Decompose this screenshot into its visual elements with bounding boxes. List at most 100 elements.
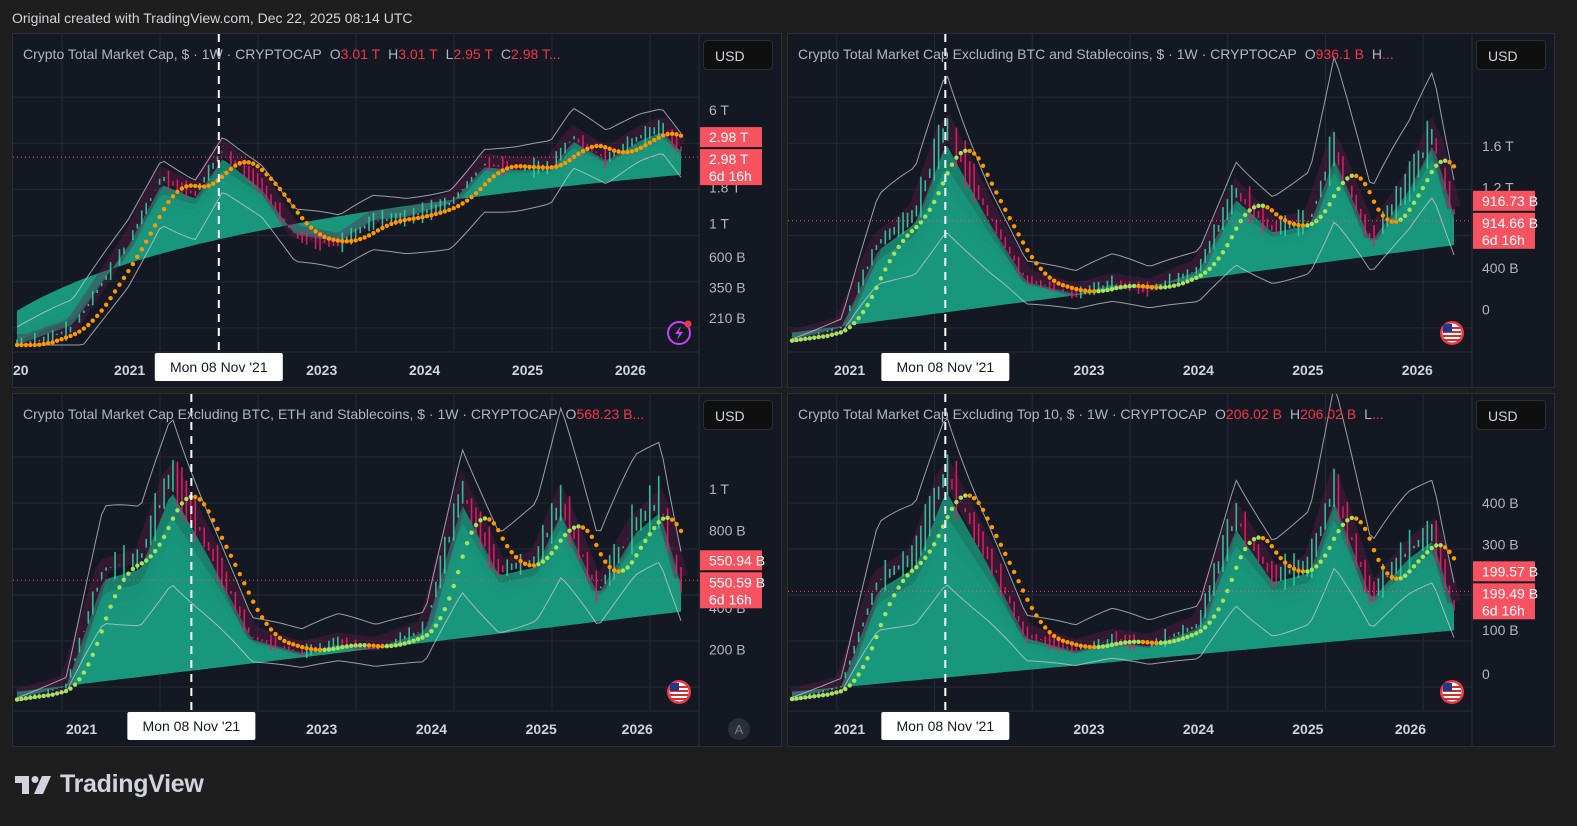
ma-dot	[803, 336, 808, 342]
currency-button[interactable]: USD	[703, 40, 773, 70]
ma-dot	[1003, 551, 1008, 556]
ma-dot	[1145, 640, 1150, 645]
ma-dot	[1420, 554, 1426, 559]
ma-dot	[1185, 279, 1190, 284]
ma-dot	[807, 694, 812, 700]
currency-button[interactable]: USD	[1476, 400, 1546, 430]
ohlc-label: H	[1371, 46, 1383, 62]
ma-dot	[1358, 176, 1363, 181]
ma-dot	[184, 496, 189, 502]
countdown-label: 6d 16h	[709, 591, 752, 607]
ma-dot	[402, 217, 407, 223]
ma-dot	[949, 162, 955, 167]
ma-dot	[1407, 207, 1412, 213]
ma-dot	[1007, 560, 1012, 566]
band-area	[17, 494, 681, 699]
ma-dot	[1163, 640, 1168, 645]
ma-dot	[1380, 565, 1386, 570]
ma-dot	[63, 335, 69, 340]
ma-dot	[945, 514, 950, 520]
ma-dot	[1371, 199, 1377, 204]
ma-dot	[540, 559, 546, 564]
currency-button[interactable]: USD	[703, 400, 773, 430]
ma-dot	[936, 533, 941, 539]
ma-dot	[1118, 640, 1123, 646]
ma-dot	[170, 516, 176, 521]
ma-dot	[193, 183, 198, 189]
y-tick-label: 0	[1482, 666, 1490, 682]
ma-dot	[184, 184, 189, 189]
ma-dot	[611, 148, 617, 153]
price-tag-2-box	[700, 149, 762, 186]
ma-dot	[513, 554, 519, 560]
x-tick-label: 2023	[306, 362, 337, 378]
ma-dot	[500, 168, 505, 173]
ma-dot	[157, 542, 162, 547]
ma-dot	[1171, 283, 1177, 288]
ma-dot	[643, 538, 648, 543]
ma-dot	[313, 647, 318, 652]
ma-dot	[954, 155, 959, 160]
tradingview-logo[interactable]: TradingView	[14, 770, 204, 799]
ma-dot	[139, 561, 144, 566]
ma-dot	[1034, 613, 1039, 618]
x-tick-label: 2026	[615, 362, 646, 378]
ma-dot	[193, 494, 198, 500]
ma-dot	[1198, 273, 1203, 278]
currency-button[interactable]: USD	[1476, 40, 1546, 70]
ma-dot	[1447, 549, 1452, 554]
chart-title: Crypto Total Market Cap, $ · 1W · CRYPTO…	[23, 46, 561, 62]
ma-dot	[883, 267, 888, 272]
ma-dot	[23, 696, 29, 701]
ma-dot	[1016, 232, 1021, 237]
ma-dot	[1429, 545, 1434, 551]
ma-dot	[152, 548, 158, 554]
ma-dot	[803, 695, 808, 700]
ma-dot	[32, 342, 38, 348]
ma-dot	[197, 184, 202, 189]
ma-dot	[1011, 569, 1017, 575]
ma-dot	[856, 315, 861, 321]
ma-dot	[887, 258, 892, 264]
ma-dot	[927, 207, 932, 212]
ma-dot	[513, 164, 519, 169]
y-tick-label: 350 B	[709, 279, 746, 295]
ma-dot	[242, 159, 247, 165]
ma-dot	[794, 696, 799, 701]
ma-dot	[856, 672, 861, 677]
ma-dot	[825, 333, 830, 339]
ma-dot	[678, 528, 684, 534]
ma-dot	[37, 342, 42, 347]
y-tick-label: 800 B	[709, 523, 746, 539]
ma-dot	[1038, 266, 1044, 271]
ma-dot	[1367, 536, 1372, 541]
ma-dot	[380, 225, 385, 231]
ma-dot	[1296, 222, 1301, 228]
flag-stripe	[1443, 339, 1461, 341]
title-ellipsis: ...	[1371, 406, 1384, 422]
chart-panel-excl-btc[interactable]: 1.6 T 1.2 T 400 B 0 2021 2023 2024 2025 2026 Mon …	[787, 33, 1555, 388]
ma-dot	[927, 549, 932, 554]
ma-dot	[1220, 250, 1226, 255]
ma-dot	[228, 553, 234, 558]
ma-dot	[994, 533, 999, 539]
ma-dot	[1354, 173, 1359, 179]
ma-dot	[99, 308, 104, 313]
ma-dot	[1220, 598, 1226, 603]
flag-stripe	[1443, 694, 1461, 696]
ma-dot	[1078, 287, 1083, 293]
ma-dot	[1269, 208, 1275, 213]
chart-panel-excl-top10[interactable]: 400 B 300 B 100 B 0 2021 2023 2024 2025 2026 Mon …	[787, 393, 1555, 747]
ma-dot	[344, 644, 349, 649]
ma-dot	[1140, 284, 1146, 289]
ma-dot	[1069, 641, 1075, 646]
flag-stripe	[670, 698, 688, 700]
ma-dot	[1256, 535, 1261, 540]
ma-dot	[923, 555, 928, 560]
chart-title-text: Crypto Total Market Cap Excluding BTC, E…	[23, 406, 558, 422]
ma-dot	[447, 207, 452, 213]
ma-dot	[170, 194, 176, 199]
